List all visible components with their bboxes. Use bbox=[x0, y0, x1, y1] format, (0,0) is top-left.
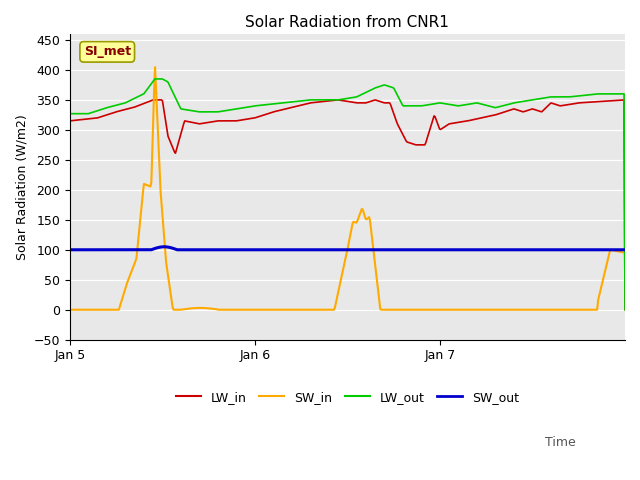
LW_out bbox=[621, 307, 629, 312]
Line: SW_out: SW_out bbox=[70, 247, 625, 250]
LW_out bbox=[394, 93, 402, 99]
LW_in bbox=[210, 119, 218, 124]
Y-axis label: Solar Radiation (W/m2): Solar Radiation (W/m2) bbox=[15, 114, 28, 260]
LW_in bbox=[485, 113, 493, 119]
LW_in bbox=[149, 97, 157, 103]
LW_in bbox=[66, 118, 74, 124]
SW_in bbox=[485, 307, 493, 312]
Line: LW_in: LW_in bbox=[70, 100, 625, 310]
LW_in bbox=[394, 122, 402, 128]
LW_out bbox=[318, 97, 326, 103]
SW_in bbox=[151, 64, 159, 70]
SW_in bbox=[621, 250, 629, 256]
SW_out bbox=[485, 247, 493, 252]
SW_out bbox=[165, 244, 173, 250]
LW_out bbox=[438, 100, 445, 106]
SW_in bbox=[165, 279, 173, 285]
SW_in bbox=[66, 307, 74, 312]
Line: SW_in: SW_in bbox=[70, 67, 625, 310]
LW_out bbox=[210, 109, 218, 115]
SW_out bbox=[621, 247, 629, 252]
Line: LW_out: LW_out bbox=[70, 79, 625, 310]
SW_out bbox=[318, 247, 326, 252]
LW_in bbox=[165, 136, 173, 142]
LW_out bbox=[485, 103, 493, 109]
SW_in bbox=[438, 307, 445, 312]
Text: Time: Time bbox=[545, 436, 576, 449]
Text: SI_met: SI_met bbox=[84, 45, 131, 59]
LW_in bbox=[318, 99, 326, 105]
Title: Solar Radiation from CNR1: Solar Radiation from CNR1 bbox=[246, 15, 449, 30]
SW_out bbox=[161, 244, 168, 250]
LW_out bbox=[151, 76, 159, 82]
SW_out bbox=[210, 247, 218, 252]
LW_out bbox=[66, 111, 74, 117]
Legend: LW_in, SW_in, LW_out, SW_out: LW_in, SW_in, LW_out, SW_out bbox=[171, 386, 524, 408]
SW_out bbox=[66, 247, 74, 252]
SW_in bbox=[394, 307, 402, 312]
SW_in bbox=[210, 306, 218, 312]
LW_in bbox=[621, 307, 629, 312]
SW_in bbox=[318, 307, 326, 312]
LW_out bbox=[165, 81, 173, 87]
SW_out bbox=[438, 247, 445, 252]
SW_out bbox=[394, 247, 402, 252]
LW_in bbox=[438, 126, 445, 132]
